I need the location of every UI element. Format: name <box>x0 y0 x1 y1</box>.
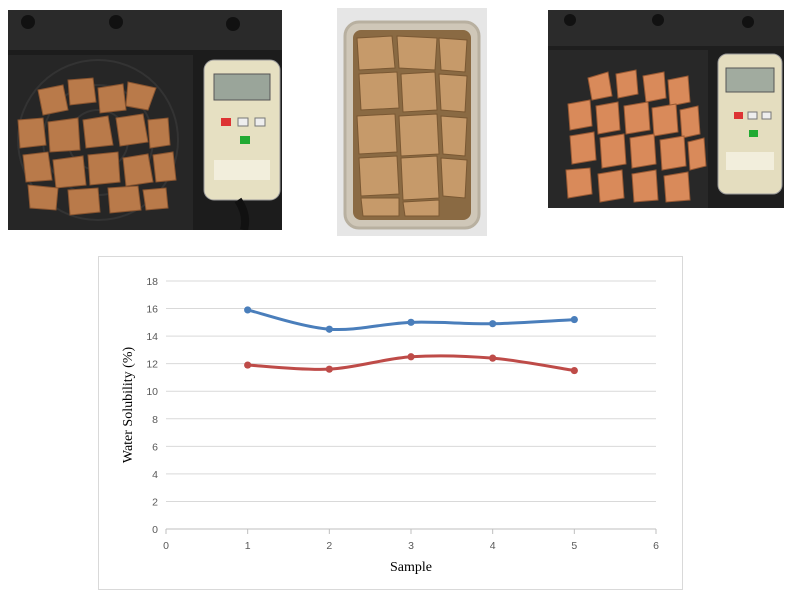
photo-container-pieces <box>337 8 487 236</box>
x-tick-labels: 0 1 2 3 4 5 6 <box>163 540 659 552</box>
x-tick-label: 1 <box>245 540 251 552</box>
data-point <box>407 353 415 361</box>
x-tick-label: 6 <box>653 540 659 552</box>
y-tick-label: 4 <box>152 469 158 481</box>
y-tick-label: 16 <box>146 304 158 316</box>
y-tick-label: 0 <box>152 524 158 536</box>
x-tick-label: 5 <box>571 540 577 552</box>
data-point <box>570 315 578 324</box>
photo-scale-pieces-left <box>8 10 282 230</box>
x-tick-label: 0 <box>163 540 169 552</box>
x-tick-label: 2 <box>326 540 332 552</box>
x-tick-label: 4 <box>490 540 496 552</box>
y-axis-title: Water Solubility (%) <box>121 347 136 464</box>
y-tick-labels: 0 2 4 6 8 10 12 14 16 18 <box>146 276 158 536</box>
gridlines <box>166 280 656 502</box>
y-tick-label: 6 <box>152 441 158 453</box>
y-tick-label: 2 <box>152 496 158 508</box>
data-point <box>325 365 333 373</box>
data-point <box>489 320 497 328</box>
y-tick-label: 14 <box>146 331 158 343</box>
data-point <box>570 366 578 375</box>
y-tick-label: 8 <box>152 414 158 426</box>
photo-scale-pieces-right <box>548 10 784 208</box>
data-point <box>489 354 497 362</box>
axes <box>165 528 657 534</box>
x-tick-label: 3 <box>408 540 414 552</box>
data-point <box>244 361 252 369</box>
data-point <box>407 318 415 326</box>
y-tick-label: 12 <box>146 359 158 371</box>
x-axis-title: Sample <box>390 560 432 575</box>
series <box>244 306 578 375</box>
y-tick-label: 10 <box>146 386 158 398</box>
data-point <box>244 306 252 314</box>
y-tick-label: 18 <box>146 276 158 288</box>
data-point <box>325 325 333 333</box>
